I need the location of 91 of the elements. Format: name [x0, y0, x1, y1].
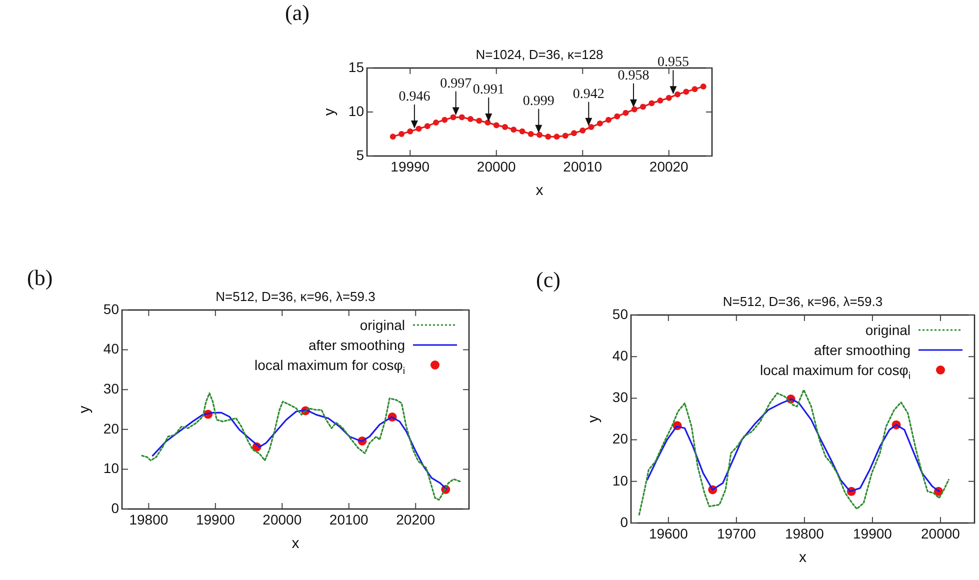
x-tick-label: 19990 [390, 158, 430, 174]
point [398, 131, 404, 137]
point [614, 113, 620, 120]
y-axis-title: y [76, 405, 94, 414]
point [528, 131, 534, 137]
x-tick-label: 20020 [649, 158, 689, 174]
text: (a) [285, 0, 310, 25]
point [407, 128, 414, 134]
point [571, 130, 577, 136]
point [674, 91, 680, 98]
point [502, 124, 508, 130]
annotation: 0.955 [657, 55, 689, 70]
annotation: 0.958 [618, 68, 650, 84]
x-tick-label: 19700 [716, 525, 756, 542]
x-axis-title: x [799, 549, 807, 566]
point [596, 120, 603, 126]
point [493, 122, 500, 128]
y-tick-label: 40 [103, 340, 120, 357]
x-tick-label: 20000 [262, 511, 302, 528]
y-axis-title: y [585, 414, 602, 423]
point [476, 118, 482, 124]
point [700, 83, 706, 90]
point [433, 120, 439, 126]
point [390, 134, 396, 140]
point [468, 116, 474, 122]
text: (b) [27, 265, 53, 290]
x-axis-title: x [536, 182, 544, 200]
point [450, 114, 456, 120]
point [606, 116, 612, 123]
y-tick-label: 5 [356, 146, 364, 163]
line-series [638, 389, 950, 516]
annotation: 0.997 [440, 76, 472, 92]
point [657, 98, 664, 104]
legend-label: after smoothing [308, 337, 406, 353]
point [458, 114, 465, 120]
y-tick-label: 0 [620, 514, 628, 530]
y-tick-label: 10 [103, 460, 120, 476]
chart-title: N=512, D=36, κ=96, λ=59.3 [722, 294, 883, 309]
y-tick-label: 30 [103, 380, 120, 396]
point [631, 106, 638, 112]
x-tick-label: 20000 [476, 158, 516, 174]
chart-title: N=512, D=36, κ=96, λ=59.3 [216, 289, 376, 304]
point [442, 116, 448, 123]
point [424, 123, 430, 130]
legend-label: after smoothing [814, 342, 911, 358]
point [519, 128, 526, 134]
point [640, 104, 646, 110]
x-axis-title: x [292, 535, 300, 552]
point [554, 134, 560, 140]
y-axis-title: y [321, 108, 338, 116]
x-tick-label: 20100 [329, 511, 369, 528]
point [545, 134, 552, 140]
annotation: 0.946 [398, 89, 430, 104]
legend-label: original [360, 317, 406, 333]
point [622, 110, 629, 116]
chart-title: N=1024, D=36, κ=128 [476, 47, 604, 62]
point [588, 124, 594, 130]
annotation: 0.942 [572, 86, 604, 102]
point [692, 86, 698, 92]
y-tick-label: 30 [612, 389, 628, 406]
legend-label: original [865, 322, 911, 338]
point [666, 94, 672, 101]
y-tick-label: 15 [348, 58, 364, 75]
x-tick-label: 19800 [129, 511, 168, 528]
x-tick-label: 19900 [196, 511, 236, 528]
y-tick-label: 10 [612, 472, 628, 488]
y-tick-label: 20 [612, 430, 628, 447]
x-tick-label: 19600 [648, 525, 688, 542]
point [562, 132, 568, 139]
y-tick-label: 50 [612, 306, 628, 322]
point [484, 120, 491, 126]
point [510, 126, 517, 133]
x-tick-label: 19900 [853, 525, 892, 542]
y-tick-label: 50 [103, 300, 120, 317]
y-tick-label: 40 [612, 347, 628, 364]
point [536, 132, 542, 138]
line-series [141, 392, 462, 501]
annotation: 0.991 [472, 82, 504, 98]
y-tick-label: 20 [103, 420, 120, 436]
x-tick-label: 19800 [784, 525, 824, 542]
annotation: 0.999 [522, 94, 554, 109]
point [683, 88, 690, 95]
y-tick-label: 0 [111, 500, 120, 516]
y-tick-label: 10 [348, 102, 364, 119]
x-tick-label: 20200 [396, 511, 436, 528]
point [580, 127, 586, 134]
x-tick-label: 20010 [563, 158, 602, 174]
point [648, 100, 655, 106]
x-tick-label: 20000 [921, 525, 960, 542]
point [416, 126, 422, 132]
text: (c) [536, 267, 560, 292]
